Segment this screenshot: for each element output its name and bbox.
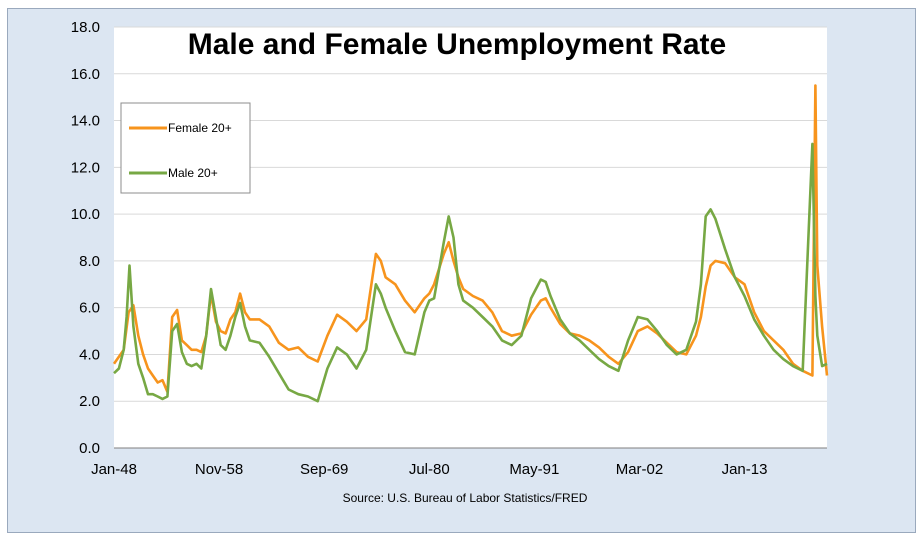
y-tick-label: 14.0 [71,113,100,130]
y-tick-label: 2.0 [79,393,100,410]
y-tick-label: 18.0 [71,19,100,36]
y-tick-label: 4.0 [79,346,100,363]
x-tick-label: Jan-13 [722,461,768,478]
female-series-line [112,84,829,394]
x-tick-label: Jan-48 [91,461,137,478]
y-axis-tick-labels: 0.0 2.0 4.0 6.0 8.0 10.0 12.0 14.0 16.0 18.0 [71,19,100,457]
male-series-line [113,142,828,403]
y-tick-label: 8.0 [79,253,100,270]
y-tick-label: 16.0 [71,66,100,83]
y-tick-label: 10.0 [71,206,100,223]
legend-box [120,102,251,194]
x-tick-label: Jul-80 [409,461,450,478]
source-note: Source: U.S. Bureau of Labor Statistics/… [343,491,588,505]
y-tick-label: 0.0 [79,440,100,457]
x-tick-label: May-91 [509,461,559,478]
x-tick-label: Nov-58 [195,461,243,478]
x-axis-tick-labels: Jan-48 Nov-58 Sep-69 Jul-80 May-91 Mar-02 Jan-… [91,461,767,478]
legend-label-male: Male 20+ [168,166,218,180]
plot-area [114,27,827,448]
x-tick-label: Mar-02 [616,461,664,478]
legend: Female 20+ Male 20+ [120,102,251,194]
legend-label-female: Female 20+ [168,121,232,135]
x-tick-label: Sep-69 [300,461,348,478]
chart-title: Male and Female Unemployment Rate [188,28,726,61]
y-tick-label: 12.0 [71,159,100,176]
y-tick-label: 6.0 [79,300,100,317]
series-lines [112,84,829,403]
